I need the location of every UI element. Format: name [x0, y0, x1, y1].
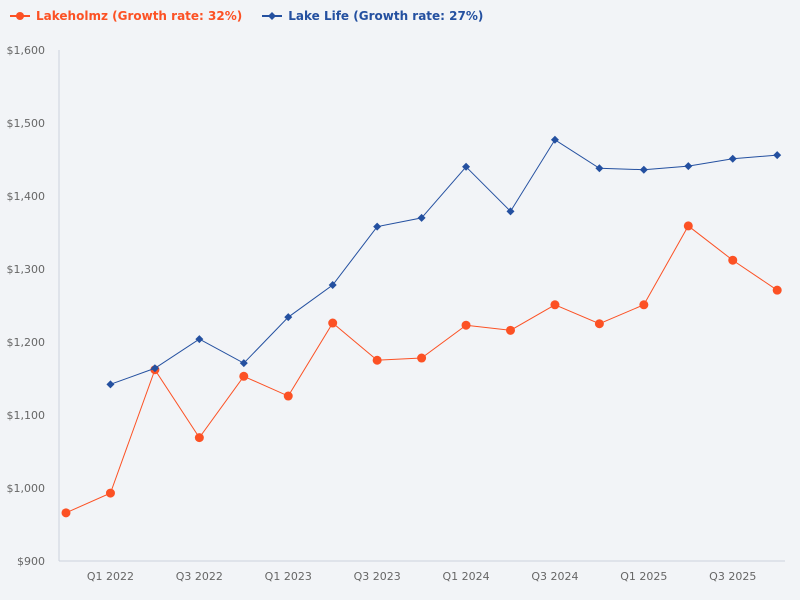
- data-point: [773, 151, 782, 160]
- y-tick-label: $1,400: [7, 190, 46, 203]
- data-point: [595, 164, 604, 173]
- x-tick-label: Q1 2025: [620, 570, 667, 583]
- x-tick-label: Q1 2023: [265, 570, 312, 583]
- data-point: [105, 488, 115, 498]
- data-point: [639, 165, 648, 174]
- y-tick-label: $1,100: [7, 409, 46, 422]
- data-point: [195, 335, 204, 344]
- data-point: [550, 300, 560, 310]
- data-point: [594, 319, 604, 329]
- series-line-0: [65, 225, 778, 514]
- data-point: [283, 391, 293, 401]
- data-point: [239, 371, 249, 381]
- x-tick-label: Q3 2022: [176, 570, 223, 583]
- legend-item-lakeholmz[interactable]: Lakeholmz (Growth rate: 32%): [10, 9, 242, 23]
- data-point: [373, 222, 382, 231]
- data-point: [772, 285, 782, 295]
- legend: Lakeholmz (Growth rate: 32%) Lake Life (…: [10, 9, 483, 23]
- data-point: [639, 300, 649, 310]
- data-point: [684, 162, 693, 171]
- legend-item-lake-life[interactable]: Lake Life (Growth rate: 27%): [262, 9, 483, 23]
- data-point: [284, 313, 293, 322]
- data-point: [506, 207, 515, 216]
- data-point: [417, 353, 427, 363]
- circle-marker-icon: [10, 12, 30, 20]
- data-point: [728, 255, 738, 265]
- data-point: [506, 325, 515, 335]
- data-point: [239, 359, 248, 368]
- y-tick-label: $1,500: [7, 117, 46, 130]
- data-point: [462, 162, 471, 171]
- data-point: [461, 320, 471, 330]
- legend-label: Lake Life (Growth rate: 27%): [288, 9, 484, 23]
- data-point: [417, 213, 426, 222]
- data-point: [106, 380, 115, 389]
- x-tick-label: Q1 2022: [87, 570, 134, 583]
- y-tick-label: $1,000: [7, 482, 46, 495]
- legend-label: Lakeholmz (Growth rate: 32%): [36, 9, 243, 23]
- data-point: [61, 508, 71, 518]
- data-point: [372, 355, 382, 365]
- y-tick-label: $1,200: [7, 336, 46, 349]
- x-tick-label: Q1 2024: [442, 570, 489, 583]
- data-point: [328, 281, 337, 290]
- data-point: [194, 433, 204, 443]
- diamond-marker-icon: [262, 12, 283, 20]
- x-tick-label: Q3 2023: [354, 570, 401, 583]
- data-point: [150, 364, 159, 373]
- data-point: [683, 221, 693, 231]
- x-tick-label: Q3 2025: [709, 570, 756, 583]
- x-tick-label: Q3 2024: [531, 570, 578, 583]
- data-point: [328, 318, 338, 328]
- data-point: [550, 135, 559, 144]
- y-tick-label: $900: [17, 555, 45, 568]
- series-line-1: [110, 139, 778, 385]
- data-point: [728, 154, 737, 163]
- y-tick-label: $1,600: [7, 44, 46, 57]
- y-tick-label: $1,300: [7, 263, 46, 276]
